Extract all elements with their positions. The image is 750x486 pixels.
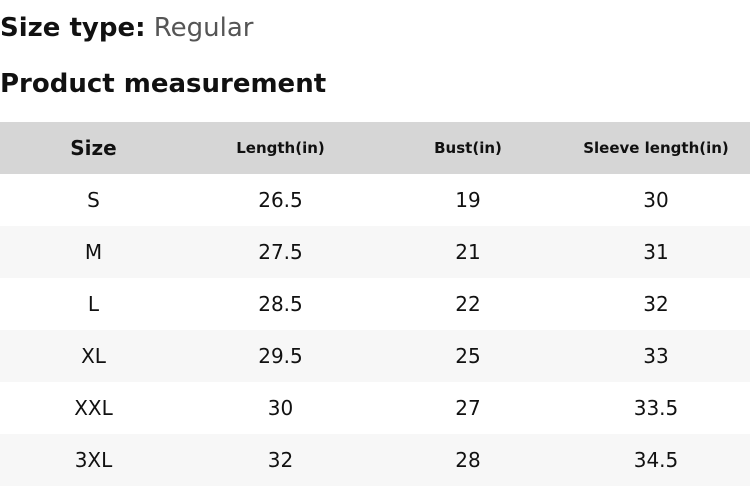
table-row: XXL 30 27 33.5 <box>0 382 750 434</box>
section-title: Product measurement <box>0 69 327 99</box>
cell-length: 32 <box>267 448 294 472</box>
cell-bust: 28 <box>455 448 481 472</box>
header-sleeve-length: Sleeve length(in) <box>583 139 729 157</box>
cell-sleeve-length: 33 <box>643 344 669 368</box>
cell-length: 26.5 <box>258 188 303 212</box>
cell-bust: 19 <box>455 188 481 212</box>
cell-sleeve-length: 32 <box>643 292 669 316</box>
size-type-label: Size type: <box>0 13 146 43</box>
cell-bust: 21 <box>455 240 481 264</box>
header-size: Size <box>70 136 117 160</box>
cell-length: 27.5 <box>258 240 303 264</box>
cell-length: 30 <box>267 396 294 420</box>
table-row: 3XL 32 28 34.5 <box>0 434 750 486</box>
cell-length: 28.5 <box>258 292 303 316</box>
cell-size: XXL <box>74 396 113 420</box>
table-header-row: Size Length(in) Bust(in) Sleeve length(i… <box>0 122 750 174</box>
cell-size: M <box>84 240 103 264</box>
cell-bust: 25 <box>455 344 481 368</box>
cell-size: XL <box>81 344 106 368</box>
header-bust: Bust(in) <box>434 139 502 157</box>
table-row: XL 29.5 25 33 <box>0 330 750 382</box>
cell-bust: 22 <box>455 292 481 316</box>
table-row: M 27.5 21 31 <box>0 226 750 278</box>
table-row: S 26.5 19 30 <box>0 174 750 226</box>
cell-size: 3XL <box>74 448 113 472</box>
cell-length: 29.5 <box>258 344 303 368</box>
cell-sleeve-length: 31 <box>643 240 669 264</box>
cell-size: L <box>87 292 100 316</box>
size-type-value: Regular <box>153 13 254 43</box>
size-type-line: Size type: Regular <box>0 10 253 46</box>
cell-bust: 27 <box>455 396 481 420</box>
cell-sleeve-length: 33.5 <box>633 396 679 420</box>
cell-sleeve-length: 34.5 <box>633 448 679 472</box>
cell-sleeve-length: 30 <box>643 188 669 212</box>
cell-size: S <box>87 188 100 212</box>
measurement-table: Size Length(in) Bust(in) Sleeve length(i… <box>0 122 750 486</box>
header-length: Length(in) <box>236 139 325 157</box>
table-row: L 28.5 22 32 <box>0 278 750 330</box>
